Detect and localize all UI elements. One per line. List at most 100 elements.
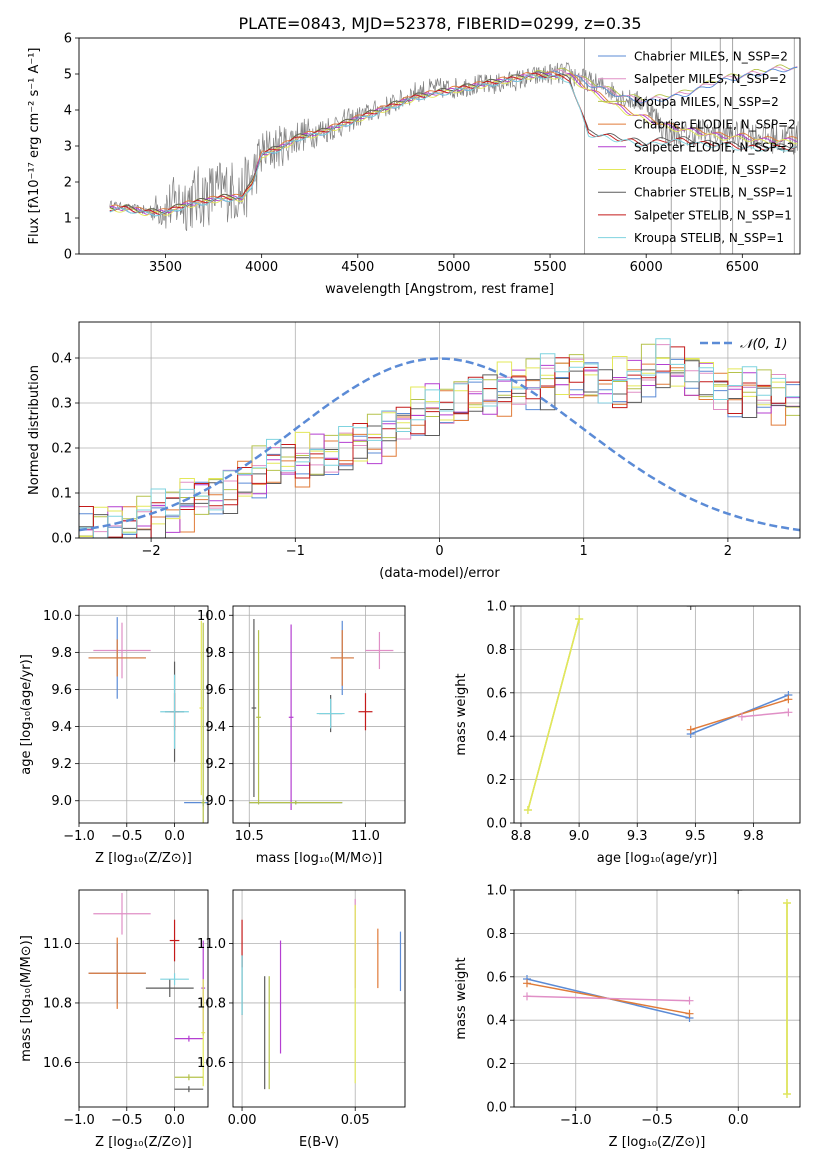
y-tick-label: 9.2 — [51, 757, 72, 772]
legend-label-chabrier_stelib: Chabrier STELIB, N_SSP=1 — [634, 186, 793, 200]
weight-line-salpeter_miles — [526, 995, 690, 1002]
axes-frame — [232, 889, 406, 1108]
y-tick-label: 10.6 — [43, 1056, 72, 1071]
x-axis-label: E(B-V) — [299, 1135, 339, 1150]
y-tick-label: 10.6 — [197, 1056, 226, 1071]
x-tick-label: −0.5 — [111, 1113, 143, 1128]
legend-label-kroupa_elodie: Kroupa ELODIE, N_SSP=2 — [634, 163, 787, 177]
x-tick-label: −1.0 — [560, 1113, 592, 1128]
x-tick-label: 0.00 — [228, 1113, 257, 1128]
y-axis-label: mass weight — [454, 957, 469, 1039]
x-axis-label: age [log₁₀(age/yr)] — [597, 851, 718, 866]
y-tick-label: 11.0 — [197, 937, 226, 952]
legend-label-chabrier_elodie: Chabrier ELODIE, N_SSP=2 — [634, 118, 796, 132]
weight-marker-chabrier_elodie — [784, 695, 793, 704]
axes-frame — [78, 605, 209, 824]
y-tick-label: 2 — [64, 176, 72, 191]
y-tick-label: 0.6 — [486, 970, 507, 985]
weight-marker-chabrier_elodie — [523, 979, 531, 988]
y-tick-label: 11.0 — [43, 937, 72, 952]
legend-label-normal: 𝒩(0, 1) — [740, 337, 787, 352]
panel-mass-vs-Z: −1.0 −0.5 0.0 10.6 10.8 11.0 Z [log₁₀(Z/Z⊙)] ma… — [19, 889, 209, 1150]
y-tick-label: 0.3 — [51, 397, 72, 412]
x-tick-label: −1.0 — [63, 1113, 95, 1128]
plot-area — [249, 618, 394, 811]
weight-marker-salpeter_miles — [784, 708, 793, 717]
axes-frame — [78, 889, 209, 1108]
y-tick-label: 10.0 — [197, 609, 226, 624]
weight-marker-chabrier_stelib — [734, 890, 743, 894]
x-tick-label: −1.0 — [63, 829, 95, 844]
y-tick-label: 3 — [64, 140, 72, 155]
axes-frame — [232, 605, 406, 824]
y-tick-label: 9.8 — [51, 646, 72, 661]
panel-spectrum: 3500 4000 4500 5000 5500 6000 6500 0 1 2 3 4 5 6 wavel… — [27, 32, 801, 297]
y-tick-label: 0.2 — [486, 773, 507, 788]
x-tick-label: 4000 — [245, 260, 278, 275]
x-tick-label: 0 — [435, 544, 443, 559]
weight-marker-salpeter_miles — [685, 996, 694, 1005]
x-tick-label: 10.5 — [235, 829, 264, 844]
legend-label-salpeter_stelib: Salpeter STELIB, N_SSP=1 — [634, 208, 792, 222]
x-tick-label: 0.0 — [728, 1113, 749, 1128]
y-tick-label: 0.4 — [486, 730, 507, 745]
weight-marker-chabrier_elodie — [686, 725, 695, 734]
plot-area — [88, 617, 208, 823]
x-tick-label: 9.5 — [685, 829, 706, 844]
y-axis-label: Flux [fλ10⁻¹⁷ erg cm⁻² s⁻¹ A⁻¹] — [27, 48, 42, 245]
panel-weight-vs-age: 8.8 9.0 9.3 9.5 9.8 0.0 0.2 0.4 0.6 0.8 1.0 age [lo… — [454, 600, 801, 866]
y-tick-label: 9.4 — [205, 720, 226, 735]
y-tick-label: 0.0 — [51, 532, 72, 547]
x-tick-label: 9.0 — [569, 829, 590, 844]
plot-area — [523, 890, 791, 1098]
weight-marker-kroupa_elodie — [575, 615, 584, 624]
model-kroupa_stelib — [109, 74, 798, 217]
x-tick-label: 6000 — [630, 260, 663, 275]
panel-mass-vs-ebv: 0.00 0.05 10.6 10.8 11.0 E(B-V) — [197, 889, 406, 1150]
x-tick-label: 2 — [724, 544, 732, 559]
y-tick-label: 5 — [64, 68, 72, 83]
y-tick-label: 0.0 — [486, 1101, 507, 1116]
y-tick-label: 9.2 — [205, 757, 226, 772]
y-tick-label: 0.8 — [486, 927, 507, 942]
x-tick-label: 0.0 — [164, 1113, 185, 1128]
y-axis-label: mass weight — [454, 673, 469, 755]
legend-label-chabrier_miles: Chabrier MILES, N_SSP=2 — [634, 50, 788, 64]
y-tick-label: 0.0 — [486, 817, 507, 832]
panel-age-vs-Z: −1.0 −0.5 0.0 9.0 9.2 9.4 9.6 9.8 10.0 Z [log₁₀(Z… — [19, 605, 209, 866]
panel-residual-histogram: −2 −1 0 1 2 0.0 0.1 0.2 0.3 0.4 (data-model)/error… — [27, 321, 801, 581]
x-tick-label: 5500 — [534, 260, 567, 275]
y-tick-label: 0.4 — [51, 352, 72, 367]
y-tick-label: 4 — [64, 104, 72, 119]
model-salpeter_elodie — [109, 72, 798, 215]
y-tick-label: 0.6 — [486, 686, 507, 701]
y-tick-label: 9.6 — [51, 683, 72, 698]
plot-area — [88, 892, 206, 1093]
x-tick-label: 9.3 — [627, 829, 648, 844]
x-tick-label: −0.5 — [111, 829, 143, 844]
y-tick-label: 9.0 — [205, 794, 226, 809]
weight-marker-chabrier_stelib — [686, 606, 695, 610]
normal-curve — [79, 357, 800, 532]
y-tick-label: 0.8 — [486, 643, 507, 658]
y-tick-label: 9.0 — [51, 794, 72, 809]
x-tick-label: 0.0 — [164, 829, 185, 844]
y-tick-label: 9.4 — [51, 720, 72, 735]
x-tick-label: 11.0 — [351, 829, 380, 844]
y-tick-label: 0.2 — [486, 1057, 507, 1072]
y-tick-label: 1.0 — [486, 600, 507, 615]
legend-label-salpeter_miles: Salpeter MILES, N_SSP=2 — [634, 72, 787, 86]
x-tick-label: 9.8 — [743, 829, 764, 844]
model-kroupa_elodie — [109, 74, 798, 216]
panel-weight-vs-Z: −1.0 −0.5 0.0 0.0 0.2 0.4 0.6 0.8 1.0 Z [log₁₀(Z/… — [454, 884, 801, 1150]
x-tick-label: −0.5 — [641, 1113, 673, 1128]
legend-label-kroupa_miles: Kroupa MILES, N_SSP=2 — [634, 95, 779, 109]
histogram-chabrier_stelib — [79, 360, 800, 538]
y-tick-label: 0.1 — [51, 487, 72, 502]
y-tick-label: 9.8 — [205, 646, 226, 661]
x-tick-label: 1 — [580, 544, 588, 559]
y-tick-label: 1 — [64, 212, 72, 227]
y-tick-label: 0 — [64, 248, 72, 263]
y-axis-label: mass [log₁₀(M/M⊙)] — [19, 935, 34, 1062]
